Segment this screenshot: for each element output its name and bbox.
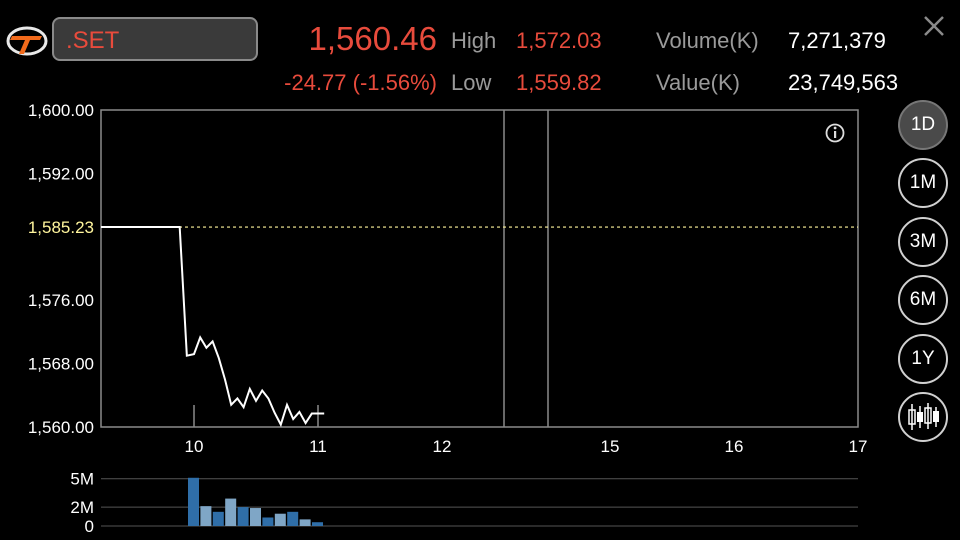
price-line — [101, 226, 325, 428]
volume-bar — [225, 498, 237, 526]
symbol-input[interactable]: .SET — [52, 17, 258, 61]
x-tick-label: 10 — [185, 437, 204, 456]
brand-logo-icon — [6, 26, 48, 56]
x-tick-label: 11 — [309, 437, 327, 456]
y-tick-label: 1,600.00 — [28, 101, 94, 120]
value-value: 23,749,563 — [788, 70, 899, 95]
price-change: -24.77 (-1.56%) — [284, 70, 437, 95]
volume-bar — [188, 477, 199, 526]
symbol-text: .SET — [66, 27, 120, 54]
volume-bar — [274, 513, 286, 526]
y-tick-label: 1,592.00 — [28, 164, 94, 183]
y-tick-label: 1,560.00 — [28, 418, 94, 437]
close-icon[interactable] — [922, 14, 946, 38]
volume-bar — [287, 511, 299, 526]
volume-bar — [212, 511, 224, 526]
candlestick-icon — [908, 403, 939, 430]
volume-bar — [200, 506, 212, 526]
volume-y-tick-label: 5M — [70, 470, 94, 489]
volume-label: Volume(K) — [656, 28, 759, 53]
candlestick-toggle-button[interactable] — [898, 392, 948, 442]
low-value: 1,559.82 — [516, 70, 602, 95]
plot-frame — [100, 109, 859, 428]
period-button-3m[interactable]: 3M — [898, 217, 948, 267]
period-button-6m[interactable]: 6M — [898, 275, 948, 325]
volume-bar — [250, 508, 261, 526]
y-tick-label: 1,576.00 — [28, 291, 94, 310]
volume-bar — [237, 507, 249, 526]
period-label: 6M — [909, 289, 937, 310]
period-button-1d[interactable]: 1D — [898, 100, 948, 150]
x-tick-label: 15 — [601, 437, 620, 456]
period-label: 1M — [909, 172, 937, 193]
volume-bar — [262, 517, 274, 526]
volume-y-tick-label: 2M — [70, 498, 94, 517]
high-value: 1,572.03 — [516, 28, 602, 53]
high-label: High — [451, 28, 497, 53]
last-price: 1,560.46 — [308, 20, 437, 57]
value-label: Value(K) — [656, 70, 740, 95]
period-button-1y[interactable]: 1Y — [898, 334, 948, 384]
period-label: 1Y — [911, 348, 935, 369]
period-label: 1D — [910, 114, 936, 135]
volume-bar — [299, 519, 311, 526]
period-label: 3M — [909, 231, 937, 252]
x-tick-label: 12 — [433, 437, 452, 456]
previous-close-label: 1,585.23 — [28, 218, 94, 237]
volume-value: 7,271,379 — [788, 28, 886, 53]
low-label: Low — [451, 70, 492, 95]
x-tick-label: 17 — [849, 437, 868, 456]
info-icon[interactable] — [825, 123, 845, 143]
period-button-1m[interactable]: 1M — [898, 158, 948, 208]
volume-y-tick-label: 0 — [85, 517, 94, 536]
x-tick-label: 16 — [725, 437, 744, 456]
y-tick-label: 1,568.00 — [28, 355, 94, 374]
volume-bar — [312, 522, 323, 526]
